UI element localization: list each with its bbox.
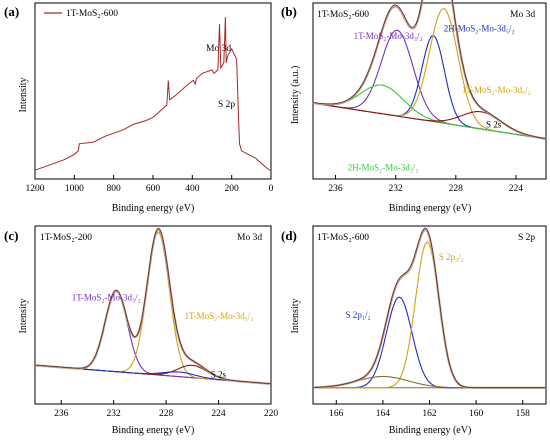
panel-b-xtick-label: 228 bbox=[449, 184, 464, 194]
panel-c-envelope-line bbox=[34, 228, 272, 385]
panel-c-annotation: S 2s bbox=[211, 370, 227, 380]
panel-c-title-left: 1T-MoS₂-200 bbox=[40, 233, 92, 243]
panel-a-plot-area: 1200 1000 800 600 400 200 0 bbox=[26, 17, 274, 194]
panel-c-annotation: 1T-MoS₂-Mo-3d₅/₂ bbox=[184, 311, 253, 321]
panel-a-xtick-label: 200 bbox=[225, 184, 240, 194]
panel-b-frame bbox=[312, 2, 547, 180]
panel-b-component-2h-mos-mo-3d- bbox=[312, 84, 547, 140]
panel-d-xtick-label: 162 bbox=[422, 409, 437, 419]
panel-b-envelope-line bbox=[312, 0, 547, 140]
panel-c-xtick-label: 220 bbox=[264, 409, 279, 419]
panel-a-xtick-label: 1000 bbox=[65, 184, 84, 194]
panel-d-title-right: S 2p bbox=[518, 233, 535, 243]
panel-d-annotation: S 2p₃/₂ bbox=[439, 252, 464, 262]
panel-d-tag: (d) bbox=[281, 228, 297, 243]
panel-c-ylabel: Intensity bbox=[18, 299, 29, 334]
panel-a-xtick-label: 400 bbox=[185, 184, 200, 194]
panel-c-annotation: 1T-MoS₂-Mo-3d₃/₂ bbox=[72, 292, 141, 302]
panel-c-xtick-label: 232 bbox=[107, 409, 122, 419]
panel-b-annotation: 1T-MoS₂-Mo-3d₅/₂ bbox=[462, 85, 531, 95]
panel-b-xlabel: Binding energy (eV) bbox=[389, 203, 472, 214]
panel-a-legend-label: 1T-MoS₂-600 bbox=[66, 9, 118, 19]
panel-c-xtick-label: 224 bbox=[211, 409, 226, 419]
panel-b-xtick-label: 232 bbox=[389, 184, 404, 194]
panel-a-series-line bbox=[34, 17, 271, 171]
panel-c-title-right: Mo 3d bbox=[237, 233, 262, 243]
panel-b-mo3d-600: (b) 1T-MoS₂-600 Mo 3d Binding energy (eV… bbox=[281, 0, 547, 214]
panel-c-tag: (c) bbox=[4, 228, 18, 243]
panel-c-mo3d-200: (c) 1T-MoS₂-200 Mo 3d Binding energy (eV… bbox=[4, 225, 279, 436]
panel-a-xlabel: Binding energy (eV) bbox=[112, 203, 195, 214]
panel-b-xtick-label: 236 bbox=[328, 184, 343, 194]
panel-a-annotation-s2p: S 2p bbox=[218, 100, 235, 110]
panel-c-raw-line bbox=[34, 227, 272, 385]
panel-c-component-1t-mos-mo-3d- bbox=[34, 231, 272, 385]
panel-b-ylabel: Intensity (a.u.) bbox=[290, 66, 301, 125]
panel-a-xtick-label: 1200 bbox=[26, 184, 45, 194]
panel-a-xtick-label: 600 bbox=[146, 184, 161, 194]
panel-b-annotation: 2H-MoS₂-Mo-3d₅/₂ bbox=[444, 24, 515, 34]
panel-c-plot-area: 236 232 228 224 220 1T-MoS₂-Mo-3d₃/₂ 1T-MoS₂-M… bbox=[34, 227, 279, 419]
panel-d-xtick-label: 158 bbox=[516, 409, 531, 419]
panel-b-raw-line bbox=[312, 0, 547, 140]
panel-a-frame bbox=[34, 2, 272, 180]
panel-d-xlabel: Binding energy (eV) bbox=[389, 425, 472, 436]
panel-b-tag: (b) bbox=[281, 4, 297, 19]
panel-c-frame bbox=[34, 225, 272, 405]
panel-b-title-left: 1T-MoS₂-600 bbox=[317, 10, 369, 20]
panel-c-xtick-label: 236 bbox=[54, 409, 69, 419]
panel-d-s2p-600: (d) 1T-MoS₂-600 S 2p Binding energy (eV)… bbox=[281, 225, 547, 436]
panel-a-tag: (a) bbox=[4, 4, 19, 19]
panel-d-raw-line bbox=[312, 227, 546, 389]
panel-b-annotation: 2H-MoS₂-Mo-3d₃/₂ bbox=[348, 162, 419, 172]
panel-b-annotation: S 2s bbox=[486, 119, 502, 129]
panel-d-envelope-line bbox=[313, 228, 546, 389]
panel-d-xtick-label: 164 bbox=[376, 409, 391, 419]
panel-d-xtick-label: 160 bbox=[469, 409, 484, 419]
panel-d-title-left: 1T-MoS₂-600 bbox=[317, 233, 369, 243]
panel-a-xtick-label: 0 bbox=[269, 184, 274, 194]
panel-b-title-right: Mo 3d bbox=[510, 10, 535, 20]
panel-a-ylabel: Intensity bbox=[18, 78, 29, 113]
panel-d-ylabel: Intensity bbox=[290, 299, 301, 334]
panel-b-xtick-label: 224 bbox=[509, 184, 524, 194]
panel-b-plot-area: 236 232 228 224 1T-MoS₂-Mo-3d₃/₂ 2H-MoS₂-Mo-3… bbox=[312, 0, 547, 194]
panel-d-plot-area: 166 164 162 160 158 S 2p₃/₂ S 2p₁/₂ bbox=[312, 227, 546, 419]
panel-d-xtick-label: 166 bbox=[329, 409, 344, 419]
panel-c-component-1t-mos-mo-3d- bbox=[34, 290, 272, 385]
panel-a-xtick-label: 800 bbox=[107, 184, 122, 194]
panel-a-survey: (a) 1T-MoS₂-600 Mo 3d S 2p Binding energ… bbox=[4, 2, 274, 214]
panel-b-annotation: 1T-MoS₂-Mo-3d₃/₂ bbox=[354, 31, 423, 41]
panel-c-xlabel: Binding energy (eV) bbox=[112, 425, 195, 436]
panel-d-annotation: S 2p₁/₂ bbox=[346, 310, 371, 320]
panel-c-xtick-label: 228 bbox=[159, 409, 174, 419]
